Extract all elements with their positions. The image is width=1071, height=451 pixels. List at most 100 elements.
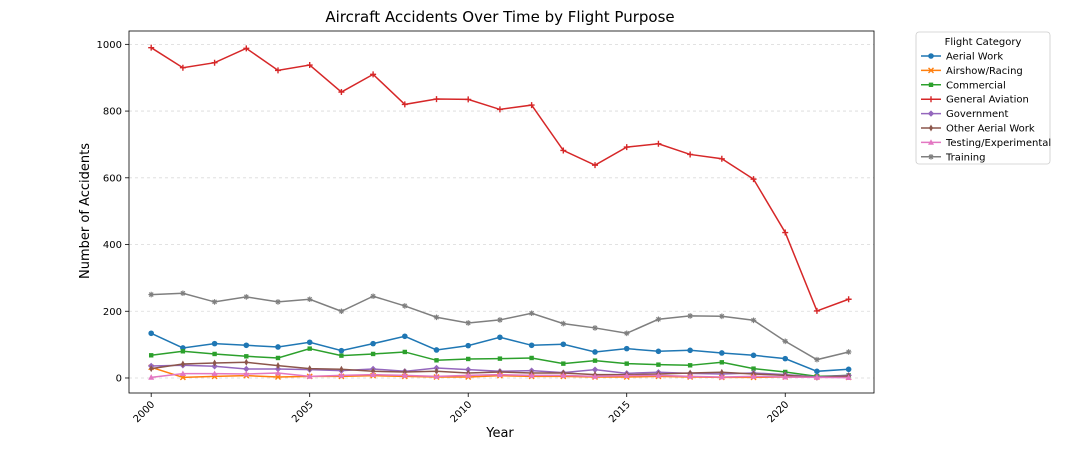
data-point: [371, 367, 376, 375]
data-point: [306, 62, 313, 69]
y-tick-label: 0: [116, 373, 122, 384]
legend-label: Aerial Work: [946, 52, 1003, 63]
legend-label: Other Aerial Work: [946, 124, 1035, 135]
data-point: [149, 365, 154, 373]
data-point: [561, 361, 566, 366]
legend-label: Training: [945, 152, 985, 163]
data-point: [592, 325, 598, 331]
data-point: [497, 317, 503, 323]
data-point: [275, 344, 281, 350]
legend-marker: [928, 139, 934, 145]
data-point: [306, 339, 313, 346]
data-point: [212, 351, 217, 357]
data-point: [466, 356, 471, 362]
data-point: [656, 362, 661, 367]
data-point: [782, 338, 789, 345]
data-point: [402, 368, 407, 376]
data-point: [211, 340, 218, 347]
data-point: [655, 372, 662, 378]
data-point: [592, 349, 598, 355]
data-point: [338, 308, 345, 315]
data-point: [306, 296, 313, 303]
data-point: [560, 320, 567, 327]
data-point: [339, 365, 344, 373]
data-point: [402, 349, 408, 355]
data-point: [655, 140, 662, 147]
data-point: [211, 59, 218, 66]
data-point: [433, 347, 440, 353]
data-point: [338, 372, 345, 378]
legend-marker: [927, 110, 935, 117]
x-axis: 2000 2005 2010 2015 2020: [132, 393, 792, 425]
data-point: [370, 351, 376, 357]
data-point: [307, 346, 312, 351]
data-point: [244, 354, 249, 359]
legend-marker: [928, 96, 934, 103]
data-point: [402, 333, 408, 340]
data-point: [433, 96, 440, 103]
data-point: [528, 102, 535, 109]
legend: Flight Category Aerial Work Airshow/Racin…: [915, 31, 1051, 165]
x-tick-label: 2020: [766, 399, 792, 425]
legend-item: Testing/Experimental: [921, 138, 1051, 149]
data-point: [592, 373, 599, 379]
data-point: [624, 361, 629, 366]
data-point: [591, 366, 599, 373]
data-point: [719, 368, 724, 376]
data-point: [275, 355, 281, 361]
data-point: [401, 101, 408, 108]
data-point: [180, 349, 186, 354]
data-point: [465, 96, 472, 103]
data-point: [782, 373, 789, 380]
data-point: [719, 360, 725, 365]
data-point: [148, 374, 155, 380]
data-point: [560, 147, 567, 154]
data-point: [687, 347, 693, 354]
data-point: [623, 330, 630, 337]
data-point: [719, 350, 725, 356]
data-point: [243, 365, 250, 373]
data-point: [845, 374, 852, 381]
data-point: [434, 358, 439, 363]
legend-box: [915, 31, 1051, 165]
legend-label: Commercial: [946, 80, 1006, 91]
data-point: [845, 349, 852, 355]
legend-title: Flight Category: [945, 37, 1022, 48]
data-point: [338, 89, 345, 96]
series-general-aviation: [148, 44, 852, 314]
legend-item: General Aviation: [921, 95, 1029, 106]
series-line: [150, 47, 849, 312]
chart-title: Aircraft Accidents Over Time by Flight P…: [325, 8, 674, 26]
y-tick-label: 200: [103, 307, 122, 318]
series-training: [148, 290, 852, 363]
data-point: [244, 358, 249, 366]
data-point: [148, 330, 154, 337]
legend-marker: [928, 53, 934, 59]
data-point: [528, 372, 535, 378]
data-point: [814, 356, 820, 363]
data-point: [465, 342, 472, 349]
data-point: [497, 356, 503, 361]
data-point: [434, 367, 439, 375]
legend-label: General Aviation: [946, 95, 1029, 106]
data-point: [750, 176, 757, 183]
legend-marker: [928, 67, 934, 74]
legend-label: Airshow/Racing: [946, 66, 1023, 77]
data-point: [496, 106, 503, 113]
data-point: [370, 71, 377, 78]
data-point: [465, 320, 472, 326]
data-point: [529, 355, 534, 361]
data-point: [275, 369, 281, 376]
legend-item: Other Aerial Work: [921, 124, 1035, 135]
series-testing-experimental: [148, 369, 852, 381]
data-point: [148, 44, 155, 51]
grid-lines: [129, 43, 874, 379]
x-tick-label: 2005: [290, 399, 316, 425]
data-point: [782, 355, 789, 362]
y-axis: 0 200 400 600 800 1000: [97, 40, 129, 384]
legend-marker: [929, 124, 933, 132]
data-point: [179, 370, 186, 377]
data-point: [813, 374, 820, 380]
data-point: [750, 317, 757, 324]
legend-marker: [928, 154, 934, 160]
